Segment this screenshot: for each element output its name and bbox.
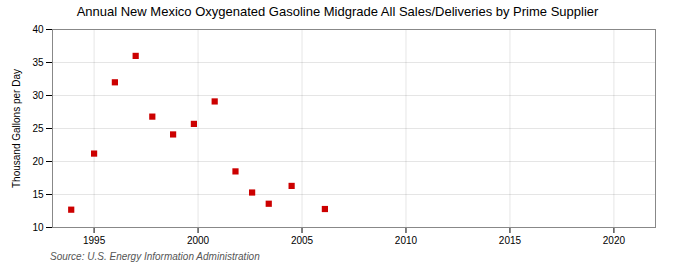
- svg-text:2005: 2005: [291, 235, 314, 246]
- svg-text:Thousand Gallons per Day: Thousand Gallons per Day: [11, 69, 22, 188]
- svg-text:2020: 2020: [603, 235, 626, 246]
- svg-text:1995: 1995: [83, 235, 106, 246]
- svg-text:30: 30: [32, 90, 44, 101]
- svg-text:10: 10: [32, 222, 44, 233]
- svg-text:20: 20: [32, 156, 44, 167]
- svg-text:35: 35: [32, 57, 44, 68]
- html-text:Annual New Mexico Oxygenated G: Annual New Mexico Oxygenated Gasoline Mi…: [76, 4, 599, 19]
- html-text:Source: U.S. Energy Informatio: Source: U.S. Energy Information Administ…: [50, 251, 260, 262]
- svg-text:2015: 2015: [499, 235, 522, 246]
- svg-text:2010: 2010: [395, 235, 418, 246]
- svg-text:15: 15: [32, 189, 44, 200]
- svg-text:2000: 2000: [187, 235, 210, 246]
- svg-text:40: 40: [32, 24, 44, 35]
- svg-text:25: 25: [32, 123, 44, 134]
